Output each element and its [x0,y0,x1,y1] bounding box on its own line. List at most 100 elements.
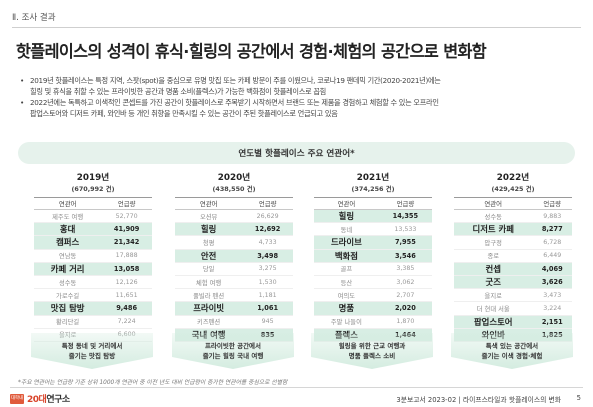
col-header-count: 언급량 [242,197,293,210]
logo-accent: 20대 [27,395,47,405]
year-column: 2021년 (374,256 건) 연관어 언급량 힐링 14,355 동네 13,533 드라… [314,166,432,342]
callout-line-1: 특색 있는 공간에서 [485,342,539,350]
table-row: 컨셉 4,069 [454,262,572,276]
callout-text: 특정 동네 및 거리에서 즐기는 맛집 탐방 [62,333,123,361]
count-cell: 1,530 [242,275,293,290]
bottom-divider [10,387,583,388]
summary-callout: 특색 있는 공간에서 즐기는 이색 경험·체험 [451,333,573,369]
count-cell: 945 [242,315,293,329]
keyword-cell: 오션뷰 [175,209,243,224]
keyword-cell: 제주도 여행 [34,209,102,224]
keyword-cell: 연남동 [34,249,102,263]
page-number: 5 [576,394,581,402]
table-row: 팝업스토어 2,151 [454,315,572,329]
count-cell: 8,277 [532,222,572,237]
count-cell: 3,224 [532,301,572,316]
callout-arrow-shape [172,333,294,369]
year-total: (429,425 건) [491,185,535,193]
keyword-table: 연관어 언급량 성수동 9,883 디저트 카페 8,277 압구정 6,728 종로 6,449… [454,197,572,342]
table-row: 굿즈 3,626 [454,275,572,290]
banner-title: 연도별 핫플레이스 주요 연관어* [238,149,355,159]
section-banner: 연도별 핫플레이스 주요 연관어* [18,142,575,164]
keyword-cell: 청평 [175,235,243,250]
keyword-cell: 프라이빗 [175,301,243,316]
keyword-cell: 캠퍼스 [34,235,102,250]
footer-text: 3분보고서 2023-02 | 라이프스타일과 핫플레이스의 변화 [396,396,561,404]
count-cell: 17,888 [101,249,152,263]
count-cell: 1,181 [242,288,293,303]
keyword-cell: 카페 거리 [34,262,102,276]
year-label: 2019년 [76,173,110,183]
bullet-line-3: 2022년에는 독특하고 이색적인 콘셉트를 가진 공간이 핫플레이스로 주목받… [30,98,439,107]
count-cell: 3,275 [242,262,293,276]
year-label: 2021년 [356,173,390,183]
keyword-cell: 힐링 [314,209,379,224]
table-row: 백화점 3,546 [314,249,432,263]
count-cell: 3,498 [242,249,293,263]
count-cell: 12,126 [101,275,152,290]
keyword-table: 연관어 언급량 제주도 여행 52,770 홍대 41,909 캠퍼스 21,342 연남동 17… [34,197,152,342]
keyword-cell: 골프 [314,262,379,276]
keyword-cell: 명품 [314,301,379,316]
count-cell: 7,955 [378,235,432,250]
count-cell: 9,486 [101,301,152,316]
callout-line-1: 힐링을 위한 근교 여행과 [338,342,406,350]
keyword-cell: 당일 [175,262,243,276]
table-row: 맛집 탐방 9,486 [34,301,152,316]
count-cell: 1,870 [378,315,432,329]
table-row: 황리단길 7,224 [34,315,152,329]
count-cell: 11,651 [101,288,152,303]
keyword-cell: 컨셉 [454,262,533,276]
count-cell: 52,770 [101,209,152,224]
table-row: 여의도 2,707 [314,288,432,303]
bullet-line-4: 팝업스토어와 디저트 카페, 와인바 등 개인 취향을 만족시킬 수 있는 공간… [30,109,338,118]
keyword-cell: 등산 [314,275,379,290]
table-row: 종로 6,449 [454,249,572,263]
col-header-count: 언급량 [532,197,572,210]
table-row: 등산 3,062 [314,275,432,290]
keyword-cell: 백화점 [314,249,379,263]
keyword-cell: 맛집 탐방 [34,301,102,316]
count-cell: 4,069 [532,262,572,276]
count-cell: 3,473 [532,288,572,303]
keyword-cell: 홍대 [34,222,102,237]
count-cell: 13,533 [378,222,432,237]
keyword-cell: 굿즈 [454,275,533,290]
table-row: 카페 거리 13,058 [34,262,152,276]
callout-arrow-shape [311,333,433,369]
table-row: 성수동 9,883 [454,209,572,224]
year-label: 2020년 [217,173,251,183]
count-cell: 21,342 [101,235,152,250]
year-label: 2022년 [496,173,530,183]
bullet-line-2: 힐링 및 휴식을 취할 수 있는 프라이빗한 공간과 명품 소비(플렉스)가 가… [30,87,326,96]
table-row: 힐링 14,355 [314,209,432,224]
table-row: 골프 3,385 [314,262,432,276]
callout-line-1: 특정 동네 및 거리에서 [61,342,123,350]
col-header-word: 연관어 [175,197,243,210]
top-divider [12,27,581,28]
keyword-cell: 여의도 [314,288,379,303]
summary-callout: 힐링을 위한 근교 여행과 명품 플렉스 소비 [311,333,433,369]
count-cell: 2,707 [378,288,432,303]
year-column: 2019년 (670,992 건) 연관어 언급량 제주도 여행 52,770 홍대 41,9… [34,166,152,342]
count-cell: 3,626 [532,275,572,290]
logo-box: 대학내일 [10,393,24,407]
count-cell: 14,355 [378,209,432,224]
table-row: 키즈펜션 945 [175,315,293,329]
keyword-cell: 종로 [454,249,533,263]
table-row: 압구정 6,728 [454,235,572,250]
count-cell: 6,728 [532,235,572,250]
table-row: 안전 3,498 [175,249,293,263]
count-cell: 3,062 [378,275,432,290]
col-header-count: 언급량 [101,197,152,210]
bullet-line-1: 2019년 핫플레이스는 특정 지역, 스팟(spot)을 중심으로 유명 맛집… [30,76,441,85]
table-row: 당일 3,275 [175,262,293,276]
count-cell: 4,733 [242,235,293,250]
bullet-item: 2019년 핫플레이스는 특정 지역, 스팟(spot)을 중심으로 유명 맛집… [20,75,582,97]
keyword-cell: 드라이브 [314,235,379,250]
table-row: 가로수길 11,651 [34,288,152,303]
logo-rest: 연구소 [46,395,70,405]
table-row: 제주도 여행 52,770 [34,209,152,224]
count-cell: 2,151 [532,315,572,329]
count-cell: 26,629 [242,209,293,224]
